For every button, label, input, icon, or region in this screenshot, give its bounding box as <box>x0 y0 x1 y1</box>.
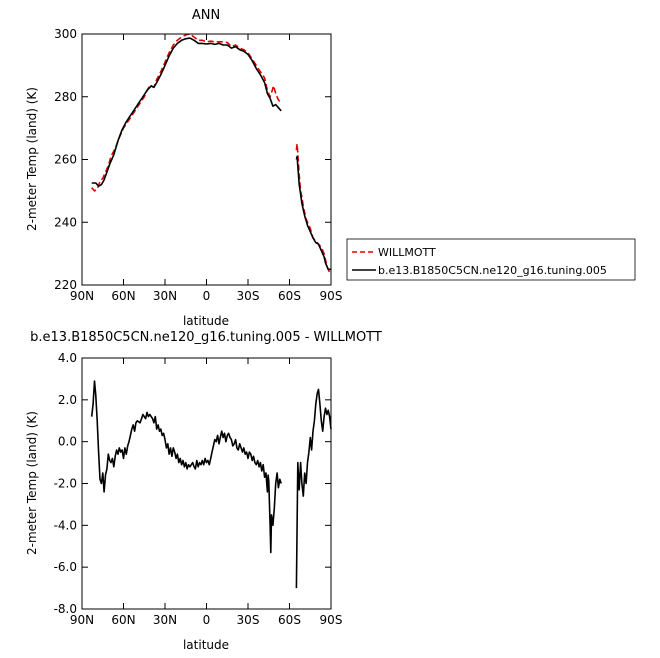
bottom-title: b.e13.B1850C5CN.ne120_g16.tuning.005 - W… <box>30 330 382 345</box>
top-x-tick-label: 60S <box>278 289 301 303</box>
bottom-y-tick-label: 2.0 <box>58 393 77 407</box>
bottom-y-tick-label: -6.0 <box>54 560 77 574</box>
top-y-tick-label: 260 <box>54 153 77 167</box>
top-x-tick-label: 30N <box>153 289 177 303</box>
top-y-tick-label: 300 <box>54 27 77 41</box>
bottom-y-ticks: -8.0 -6.0 -4.0 -2.0 0.0 2.0 4.0 <box>54 351 331 616</box>
top-x-axis-label: latitude <box>183 314 229 328</box>
top-y-tick-label: 220 <box>54 278 77 292</box>
bottom-x-tick-label: 0 <box>203 613 211 627</box>
top-x-tick-label: 60N <box>111 289 135 303</box>
bottom-x-tick-label: 90S <box>320 613 343 627</box>
bottom-x-axis-label: latitude <box>183 638 229 652</box>
legend: WILLMOTT b.e13.B1850C5CN.ne120_g16.tunin… <box>346 238 636 281</box>
bottom-y-tick-label: -2.0 <box>54 477 77 491</box>
bottom-x-ticks: 90N 60N 30N 0 30S 60S 90S <box>70 358 343 627</box>
top-series-1-line-segment-1 <box>295 155 331 271</box>
bottom-panel: b.e13.B1850C5CN.ne120_g16.tuning.005 - W… <box>25 330 382 652</box>
bottom-x-tick-label: 30S <box>237 613 260 627</box>
top-plot-frame <box>81 33 332 286</box>
bottom-x-tick-label: 60N <box>111 613 135 627</box>
top-series-0-line-segment-1 <box>295 143 332 274</box>
top-x-ticks: 90N 60N 30N 0 30S 60S 90S <box>70 34 343 303</box>
bottom-y-axis-label: 2-meter Temp (land) (K) <box>25 411 39 555</box>
top-title: ANN <box>192 8 220 23</box>
bottom-y-tick-label: -4.0 <box>54 518 77 532</box>
top-plot-lines <box>91 33 332 274</box>
top-series-0-line-segment-0 <box>91 33 282 192</box>
top-x-tick-label: 90N <box>70 289 94 303</box>
bottom-series-0-line-segment-1 <box>295 388 332 589</box>
bottom-plot-lines <box>90 380 332 589</box>
top-x-tick-label: 0 <box>203 289 211 303</box>
bottom-x-tick-label: 30N <box>153 613 177 627</box>
legend-box <box>346 238 636 281</box>
bottom-series-0-line-segment-0 <box>90 380 282 554</box>
bottom-y-tick-label: 0.0 <box>58 435 77 449</box>
bottom-y-tick-label: 4.0 <box>58 351 77 365</box>
top-y-tick-label: 240 <box>54 215 77 229</box>
top-y-axis-label: 2-meter Temp (land) (K) <box>25 87 39 231</box>
top-panel: ANN 90N 60N 30N 0 30S 60S 90S 220240260280300 … <box>25 8 636 328</box>
legend-model-label: b.e13.B1850C5CN.ne120_g16.tuning.005 <box>378 264 607 277</box>
legend-willmott-label: WILLMOTT <box>378 246 436 259</box>
bottom-y-tick-label: -8.0 <box>54 602 77 616</box>
top-x-tick-label: 30S <box>237 289 260 303</box>
bottom-plot-frame <box>81 357 332 610</box>
top-y-ticks: 220 240 260 280 300 <box>54 27 331 292</box>
top-series-1-line-segment-0 <box>91 37 282 187</box>
bottom-x-tick-label: 60S <box>278 613 301 627</box>
top-y-tick-label: 280 <box>54 90 77 104</box>
top-x-tick-label: 90S <box>320 289 343 303</box>
bottom-x-tick-label: 90N <box>70 613 94 627</box>
